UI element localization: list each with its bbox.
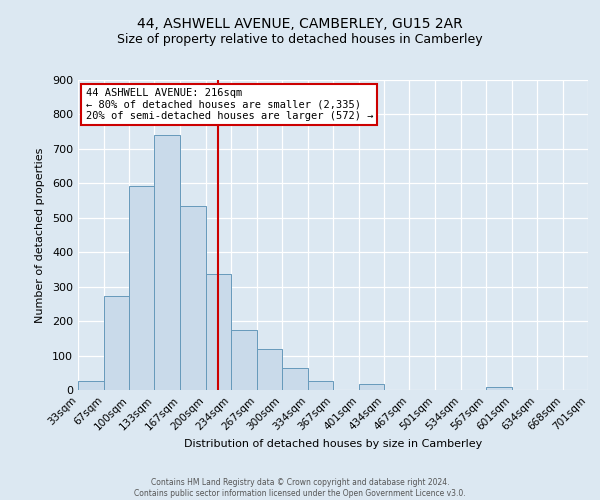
Y-axis label: Number of detached properties: Number of detached properties bbox=[35, 148, 45, 322]
Bar bbox=[257, 348, 282, 390]
Bar bbox=[181, 206, 206, 390]
Bar bbox=[359, 384, 384, 390]
X-axis label: Distribution of detached houses by size in Camberley: Distribution of detached houses by size … bbox=[184, 438, 482, 448]
Bar bbox=[129, 186, 154, 390]
Text: 44, ASHWELL AVENUE, CAMBERLEY, GU15 2AR: 44, ASHWELL AVENUE, CAMBERLEY, GU15 2AR bbox=[137, 18, 463, 32]
Bar bbox=[308, 382, 333, 390]
Bar bbox=[282, 368, 308, 390]
Bar bbox=[485, 387, 512, 390]
Bar bbox=[104, 296, 129, 390]
Bar bbox=[154, 135, 181, 390]
Text: Size of property relative to detached houses in Camberley: Size of property relative to detached ho… bbox=[117, 32, 483, 46]
Bar bbox=[205, 274, 232, 390]
Text: 44 ASHWELL AVENUE: 216sqm
← 80% of detached houses are smaller (2,335)
20% of se: 44 ASHWELL AVENUE: 216sqm ← 80% of detac… bbox=[86, 88, 373, 121]
Bar bbox=[232, 330, 257, 390]
Bar bbox=[78, 382, 104, 390]
Text: Contains HM Land Registry data © Crown copyright and database right 2024.
Contai: Contains HM Land Registry data © Crown c… bbox=[134, 478, 466, 498]
